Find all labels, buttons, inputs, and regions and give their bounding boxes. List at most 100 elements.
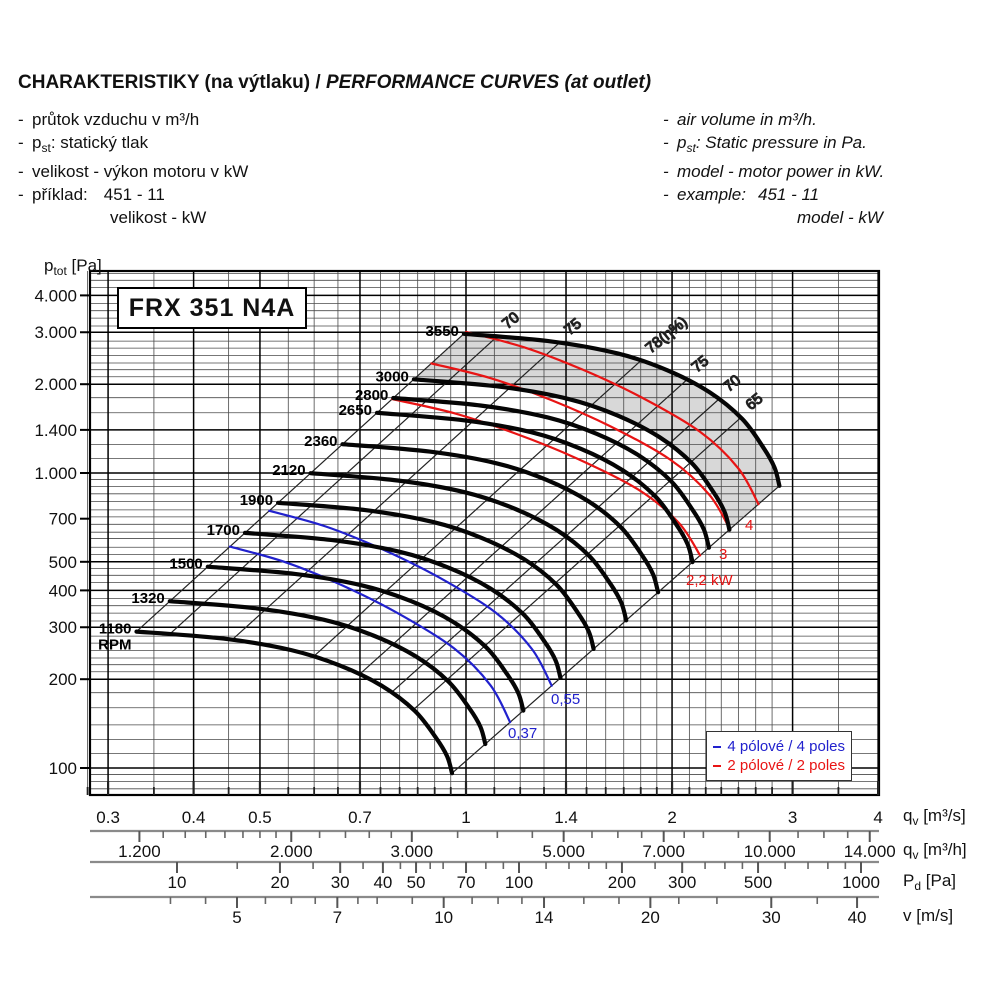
flow-m3h-axis-tick-label: 5.000 <box>542 842 585 861</box>
legend-item-label: 2 pólové / 2 poles <box>727 757 845 774</box>
flow-m3h-axis-tick-label: 10.000 <box>744 842 796 861</box>
rpm-label: 1180 <box>99 621 132 638</box>
flow-m3s-tick-label: 4 <box>873 808 882 827</box>
dynamic-pressure-axis-tick-label: 70 <box>457 873 476 892</box>
efficiency-line-75 <box>231 342 560 641</box>
rpm-label: 2650 <box>339 402 372 419</box>
x-axis-unit-velocity: v [m/s] <box>903 906 954 925</box>
pressure-tick-label: 100 <box>49 759 77 778</box>
bullet-line: - example: 451 - 11 <box>663 185 820 204</box>
flow-m3h-axis-tick-label: 14.000 <box>844 842 896 861</box>
page-title: CHARAKTERISTIKY (na výtlaku) / PERFORMAN… <box>18 72 651 94</box>
flow-m3s-tick-label: 3 <box>788 808 797 827</box>
velocity-axis-tick-label: 5 <box>232 908 241 927</box>
dynamic-pressure-axis-tick-label: 300 <box>668 873 696 892</box>
flow-m3h-axis-tick-label: 1.200 <box>118 842 161 861</box>
rpm-label: 2360 <box>304 433 337 450</box>
power-curve-label: 2,2 kW <box>686 572 734 589</box>
efficiency-line-75 <box>358 379 688 676</box>
pressure-tick-label: 2.000 <box>34 375 77 394</box>
bullet-line: - air volume in m³/h. <box>663 110 817 129</box>
legend-line-sample <box>713 745 722 748</box>
dynamic-pressure-axis-tick-label: 40 <box>373 873 392 892</box>
legend-item-2-poles: 2 pólové / 2 poles <box>713 757 845 774</box>
bullet-list-english: - air volume in m³/h. - pst: Static pressur… <box>663 108 884 229</box>
pressure-tick-label: 500 <box>49 553 77 572</box>
bullet-line: - příklad: 451 - 11 <box>18 185 165 204</box>
efficiency-label: 65 <box>743 390 767 414</box>
flow-m3h-axis-tick-label: 2.000 <box>270 842 313 861</box>
rpm-unit-label: RPM <box>98 637 131 654</box>
rpm-label: 1320 <box>131 590 164 607</box>
bullet-line: - pst: statický tlak <box>18 133 149 155</box>
fan-model-badge: FRX 351 N4A <box>117 287 307 329</box>
efficiency-line-78(η%) <box>312 360 642 658</box>
power-curve-label: 0,55 <box>551 691 580 708</box>
efficiency-label: 75 <box>561 315 585 339</box>
dynamic-pressure-axis: 10 20 30 40 50 70 100 200 300 500 1000 <box>90 860 880 892</box>
dynamic-pressure-axis-tick-label: 1000 <box>842 873 880 892</box>
power-curves: 0,37 0,55 2,2 kW 3 4 <box>228 330 760 742</box>
page-title-cs: CHARAKTERISTIKY (na výtlaku) <box>18 72 311 93</box>
rpm-curve-1900 <box>276 500 596 651</box>
legend-line-sample <box>713 764 722 767</box>
bullet-line: - velikost - výkon motoru v kW <box>18 162 249 181</box>
pressure-tick-label: 400 <box>49 581 77 600</box>
pressure-tick-label: 700 <box>49 510 77 529</box>
dynamic-pressure-axis-tick-label: 30 <box>331 873 350 892</box>
rpm-curve-1320 <box>167 599 488 747</box>
flow-m3s-tick-label: 1.4 <box>554 808 578 827</box>
flow-m3s-tick-label: 0.7 <box>348 808 372 827</box>
pressure-tick-label: 4.000 <box>34 286 77 305</box>
power-curve-label: 0,37 <box>508 725 537 742</box>
pressure-tick-label: 1.000 <box>34 464 77 483</box>
rpm-curve-2120 <box>308 471 629 623</box>
plot-frame <box>88 269 881 797</box>
velocity-axis-tick-label: 30 <box>762 908 781 927</box>
rpm-label: 2800 <box>355 387 388 404</box>
power-curve-0.55kw <box>268 509 553 687</box>
dynamic-pressure-axis-tick-label: 20 <box>270 873 289 892</box>
page-title-sep: / <box>310 72 326 93</box>
bullet-line: - pst: Static pressure in Pa. <box>663 133 867 155</box>
rpm-label: 1900 <box>240 492 273 509</box>
rpm-curve-1500 <box>205 564 526 713</box>
max-flow-boundary-line <box>451 485 780 774</box>
legend-item-4-poles: 4 pólové / 4 poles <box>713 738 845 755</box>
flow-m3h-axis: 1.200 2.000 3.000 5.000 7.000 10.000 14.000 <box>90 829 896 861</box>
pressure-tick-label: 200 <box>49 670 77 689</box>
pressure-tick-label: 1.400 <box>34 421 77 440</box>
dynamic-pressure-axis-tick-label: 10 <box>168 873 187 892</box>
velocity-axis-tick-label: 10 <box>434 908 453 927</box>
y-axis-title: ptot [Pa] <box>44 256 102 278</box>
surge-boundary-line <box>136 333 465 632</box>
x-axis-unit-flow-m3h: qv [m³/h] <box>903 840 967 862</box>
rpm-curve-2650 <box>374 410 695 565</box>
fan-model-label: FRX 351 N4A <box>128 293 296 322</box>
rpm-label: 3000 <box>375 368 408 385</box>
bullet-line: velikost - kW <box>110 208 207 227</box>
flow-m3s-tick-label: 1 <box>461 808 470 827</box>
page-title-en: PERFORMANCE CURVES (at outlet) <box>325 72 652 93</box>
legend-item-label: 4 pólové / 4 poles <box>727 738 845 755</box>
rpm-curve-3000 <box>411 377 732 532</box>
bullet-line: - model - motor power in kW. <box>663 162 885 181</box>
dynamic-pressure-axis-tick-label: 50 <box>407 873 426 892</box>
x-axis-unit-dynamic-pressure: Pd [Pa] <box>903 871 956 893</box>
dynamic-pressure-axis-tick-label: 200 <box>608 873 636 892</box>
power-curve-4kw <box>464 330 760 506</box>
pressure-tick-label: 300 <box>49 618 77 637</box>
flow-m3s-tick-label: 0.3 <box>96 808 120 827</box>
efficiency-line-70 <box>169 336 498 635</box>
rpm-label: 3550 <box>426 323 459 340</box>
rpm-curve-1700 <box>242 530 563 680</box>
power-curve-2.2kw <box>391 398 702 557</box>
power-curve-3kw <box>430 362 731 531</box>
velocity-axis: 5 7 10 14 20 30 40 <box>90 895 879 927</box>
velocity-axis-tick-label: 14 <box>535 908 554 927</box>
power-curve-label: 3 <box>719 546 727 563</box>
efficiency-label: 70 <box>499 309 523 333</box>
dynamic-pressure-axis-tick-label: 100 <box>505 873 533 892</box>
